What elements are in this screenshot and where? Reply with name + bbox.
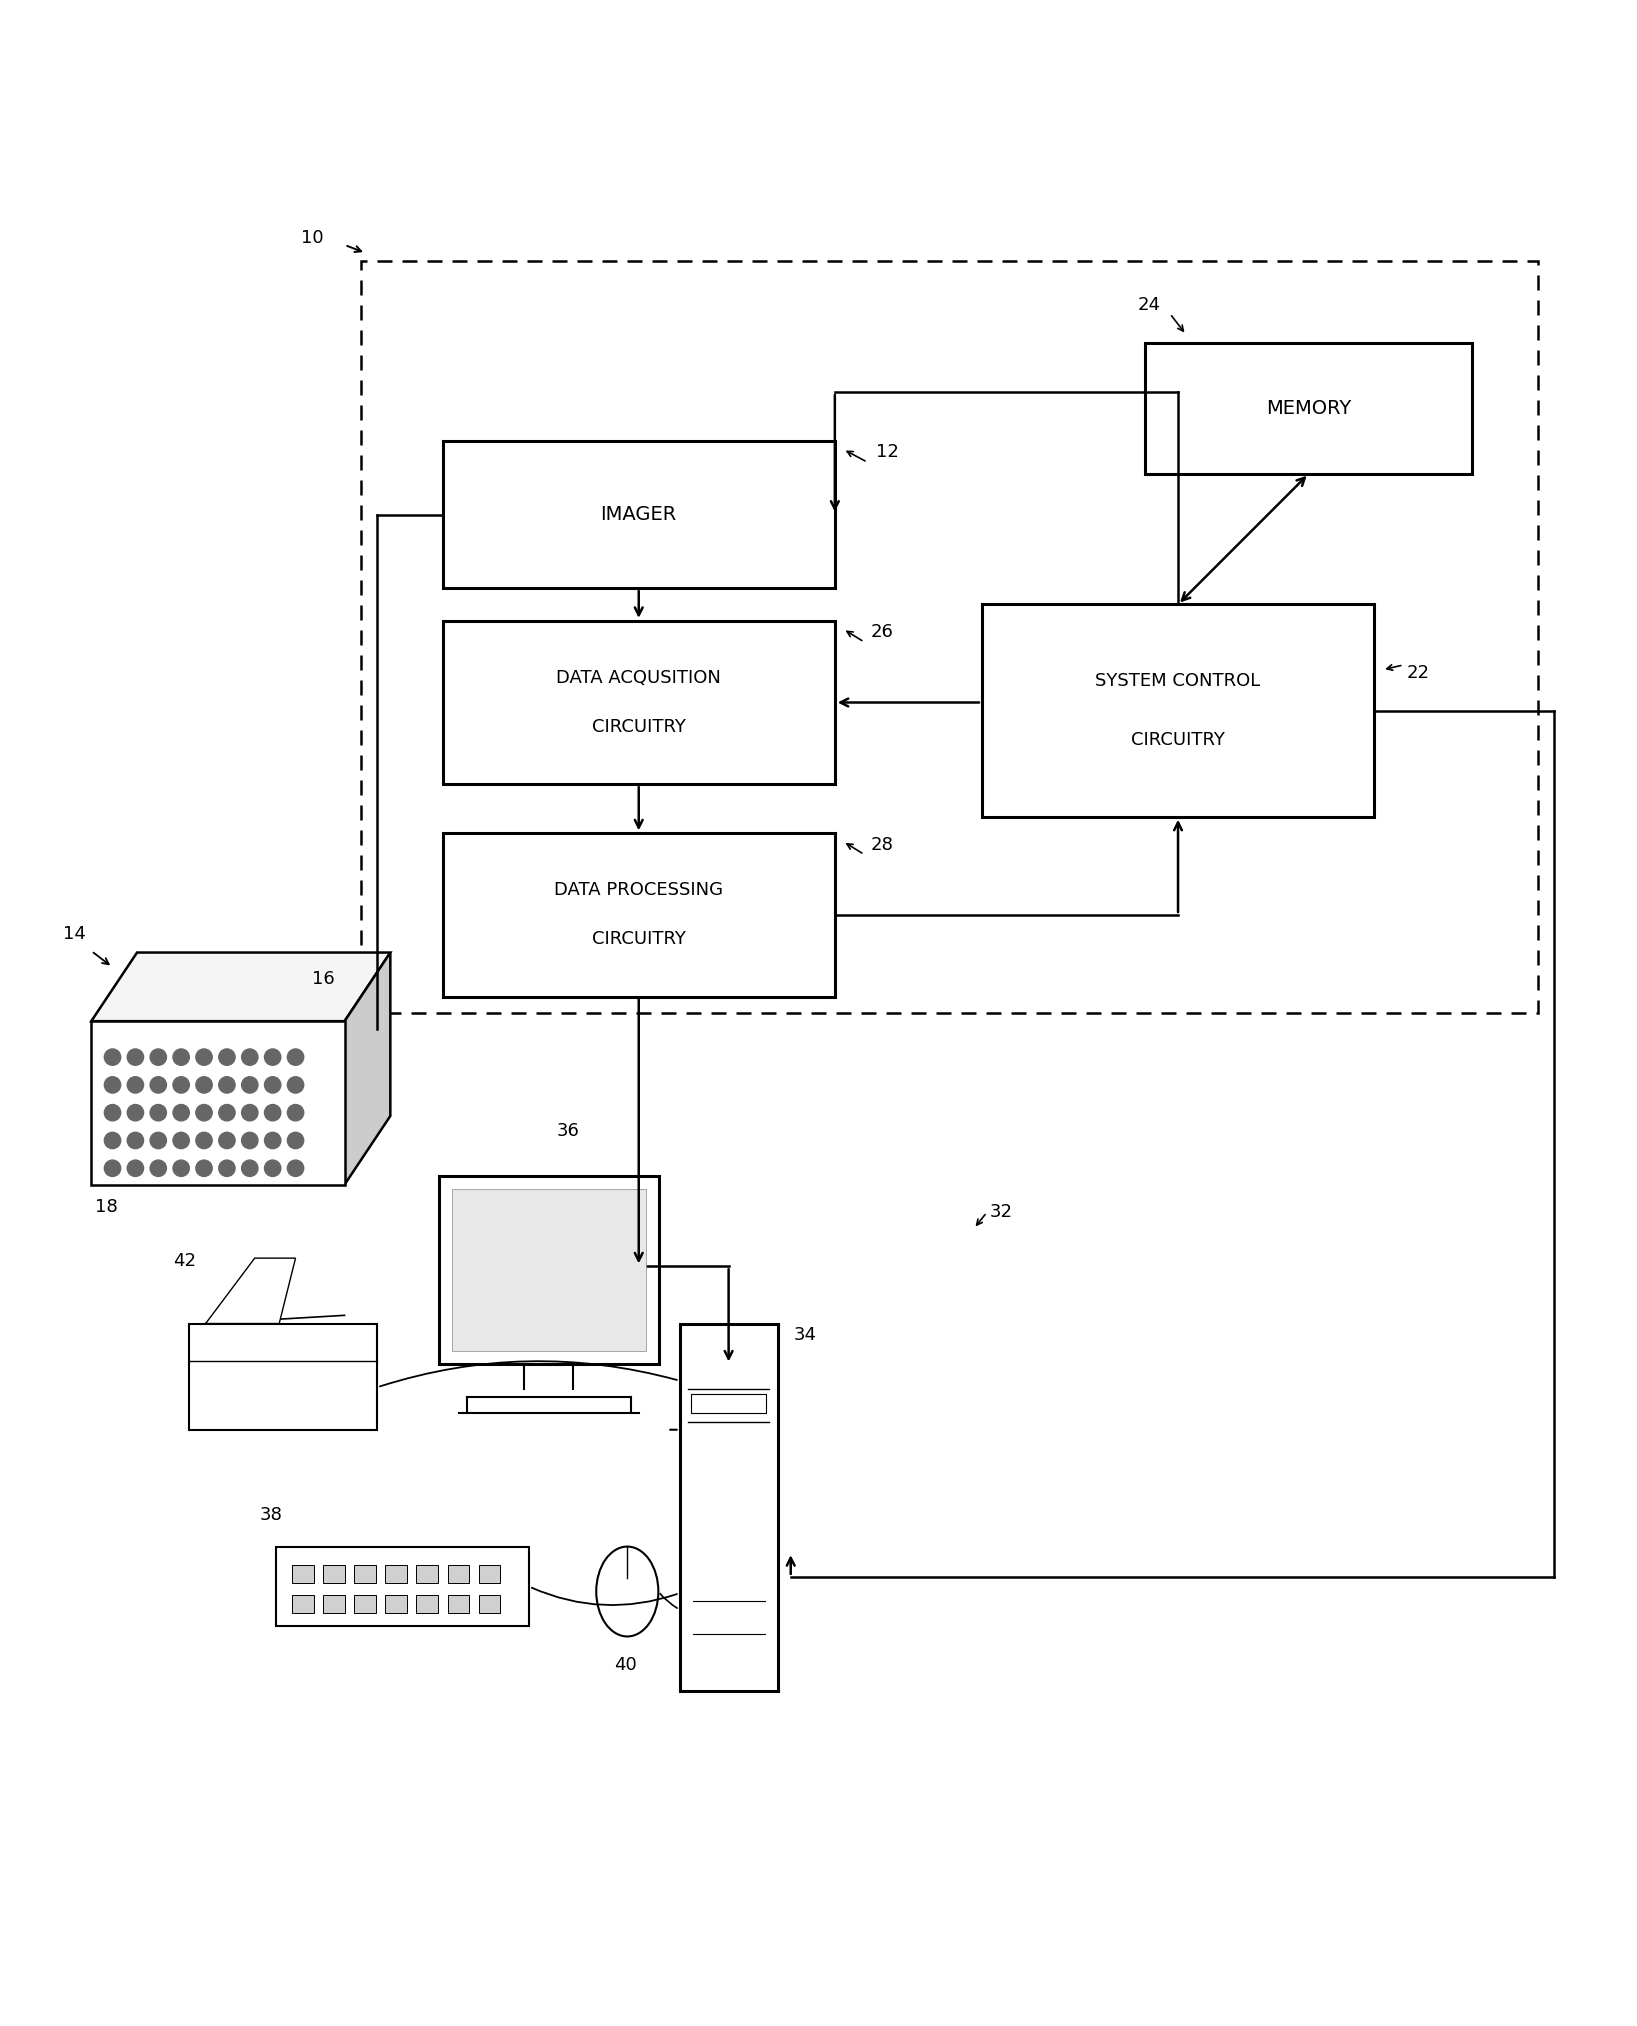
Circle shape <box>196 1104 213 1120</box>
Circle shape <box>105 1049 121 1066</box>
Bar <box>190 1323 377 1430</box>
Text: SYSTEM CONTROL: SYSTEM CONTROL <box>1095 673 1260 691</box>
Bar <box>447 1566 468 1584</box>
Bar <box>324 1566 344 1584</box>
Text: 26: 26 <box>871 624 894 640</box>
Text: 12: 12 <box>876 444 899 462</box>
Circle shape <box>196 1133 213 1149</box>
Bar <box>354 1566 375 1584</box>
Circle shape <box>242 1104 259 1120</box>
Text: 40: 40 <box>614 1655 637 1673</box>
Circle shape <box>219 1076 236 1094</box>
Bar <box>360 261 1537 1013</box>
Text: MEMORY: MEMORY <box>1265 399 1352 417</box>
Circle shape <box>174 1133 190 1149</box>
Circle shape <box>242 1076 259 1094</box>
Bar <box>324 1594 344 1613</box>
Text: CIRCUITRY: CIRCUITRY <box>1131 731 1224 750</box>
Text: CIRCUITRY: CIRCUITRY <box>593 930 686 948</box>
Bar <box>385 1594 406 1613</box>
Circle shape <box>288 1049 304 1066</box>
Circle shape <box>288 1076 304 1094</box>
Bar <box>293 1594 314 1613</box>
Circle shape <box>174 1104 190 1120</box>
Circle shape <box>128 1049 144 1066</box>
Text: 32: 32 <box>990 1203 1013 1222</box>
Text: 36: 36 <box>557 1122 579 1139</box>
Bar <box>478 1566 499 1584</box>
Bar <box>293 1566 314 1584</box>
Bar <box>385 1566 406 1584</box>
Bar <box>354 1594 375 1613</box>
Circle shape <box>288 1104 304 1120</box>
Circle shape <box>151 1104 167 1120</box>
Circle shape <box>105 1161 121 1177</box>
Circle shape <box>174 1076 190 1094</box>
Circle shape <box>151 1161 167 1177</box>
Circle shape <box>105 1133 121 1149</box>
Circle shape <box>265 1049 282 1066</box>
Bar <box>92 1021 344 1185</box>
Ellipse shape <box>596 1546 658 1637</box>
Bar <box>1146 342 1472 474</box>
Text: CIRCUITRY: CIRCUITRY <box>593 717 686 735</box>
Circle shape <box>242 1133 259 1149</box>
Bar <box>442 620 835 784</box>
Bar <box>439 1177 660 1363</box>
Bar <box>442 442 835 588</box>
Polygon shape <box>206 1258 296 1323</box>
Text: IMAGER: IMAGER <box>601 504 676 525</box>
Polygon shape <box>92 952 390 1021</box>
Circle shape <box>288 1161 304 1177</box>
Bar <box>982 604 1373 816</box>
Bar <box>416 1566 437 1584</box>
Circle shape <box>105 1104 121 1120</box>
Circle shape <box>128 1133 144 1149</box>
Circle shape <box>128 1104 144 1120</box>
Text: 16: 16 <box>313 970 334 987</box>
Circle shape <box>196 1161 213 1177</box>
Circle shape <box>265 1076 282 1094</box>
Bar <box>442 833 835 997</box>
Circle shape <box>219 1161 236 1177</box>
Text: 10: 10 <box>301 229 322 247</box>
Bar <box>416 1594 437 1613</box>
Circle shape <box>196 1076 213 1094</box>
Text: 24: 24 <box>1138 296 1161 314</box>
Circle shape <box>265 1133 282 1149</box>
Bar <box>277 1548 529 1625</box>
Polygon shape <box>344 952 390 1185</box>
Circle shape <box>128 1076 144 1094</box>
Text: 28: 28 <box>871 835 894 853</box>
Circle shape <box>174 1049 190 1066</box>
Circle shape <box>219 1133 236 1149</box>
Circle shape <box>128 1161 144 1177</box>
Circle shape <box>219 1104 236 1120</box>
Text: 34: 34 <box>794 1325 817 1343</box>
Circle shape <box>219 1049 236 1066</box>
Circle shape <box>288 1133 304 1149</box>
Bar <box>691 1394 766 1414</box>
Circle shape <box>174 1161 190 1177</box>
Circle shape <box>196 1049 213 1066</box>
Circle shape <box>151 1133 167 1149</box>
Text: 38: 38 <box>260 1505 283 1524</box>
Bar <box>478 1594 499 1613</box>
Text: 42: 42 <box>174 1252 196 1270</box>
Text: 18: 18 <box>95 1197 118 1216</box>
Circle shape <box>151 1049 167 1066</box>
Circle shape <box>105 1076 121 1094</box>
Circle shape <box>265 1104 282 1120</box>
Text: 22: 22 <box>1406 665 1429 683</box>
Circle shape <box>242 1161 259 1177</box>
Bar <box>679 1323 778 1692</box>
Circle shape <box>151 1076 167 1094</box>
Text: 14: 14 <box>64 926 87 944</box>
Circle shape <box>242 1049 259 1066</box>
Text: DATA PROCESSING: DATA PROCESSING <box>555 881 724 900</box>
Circle shape <box>265 1161 282 1177</box>
Bar <box>447 1594 468 1613</box>
Text: DATA ACQUSITION: DATA ACQUSITION <box>557 669 722 687</box>
Bar <box>452 1189 647 1351</box>
